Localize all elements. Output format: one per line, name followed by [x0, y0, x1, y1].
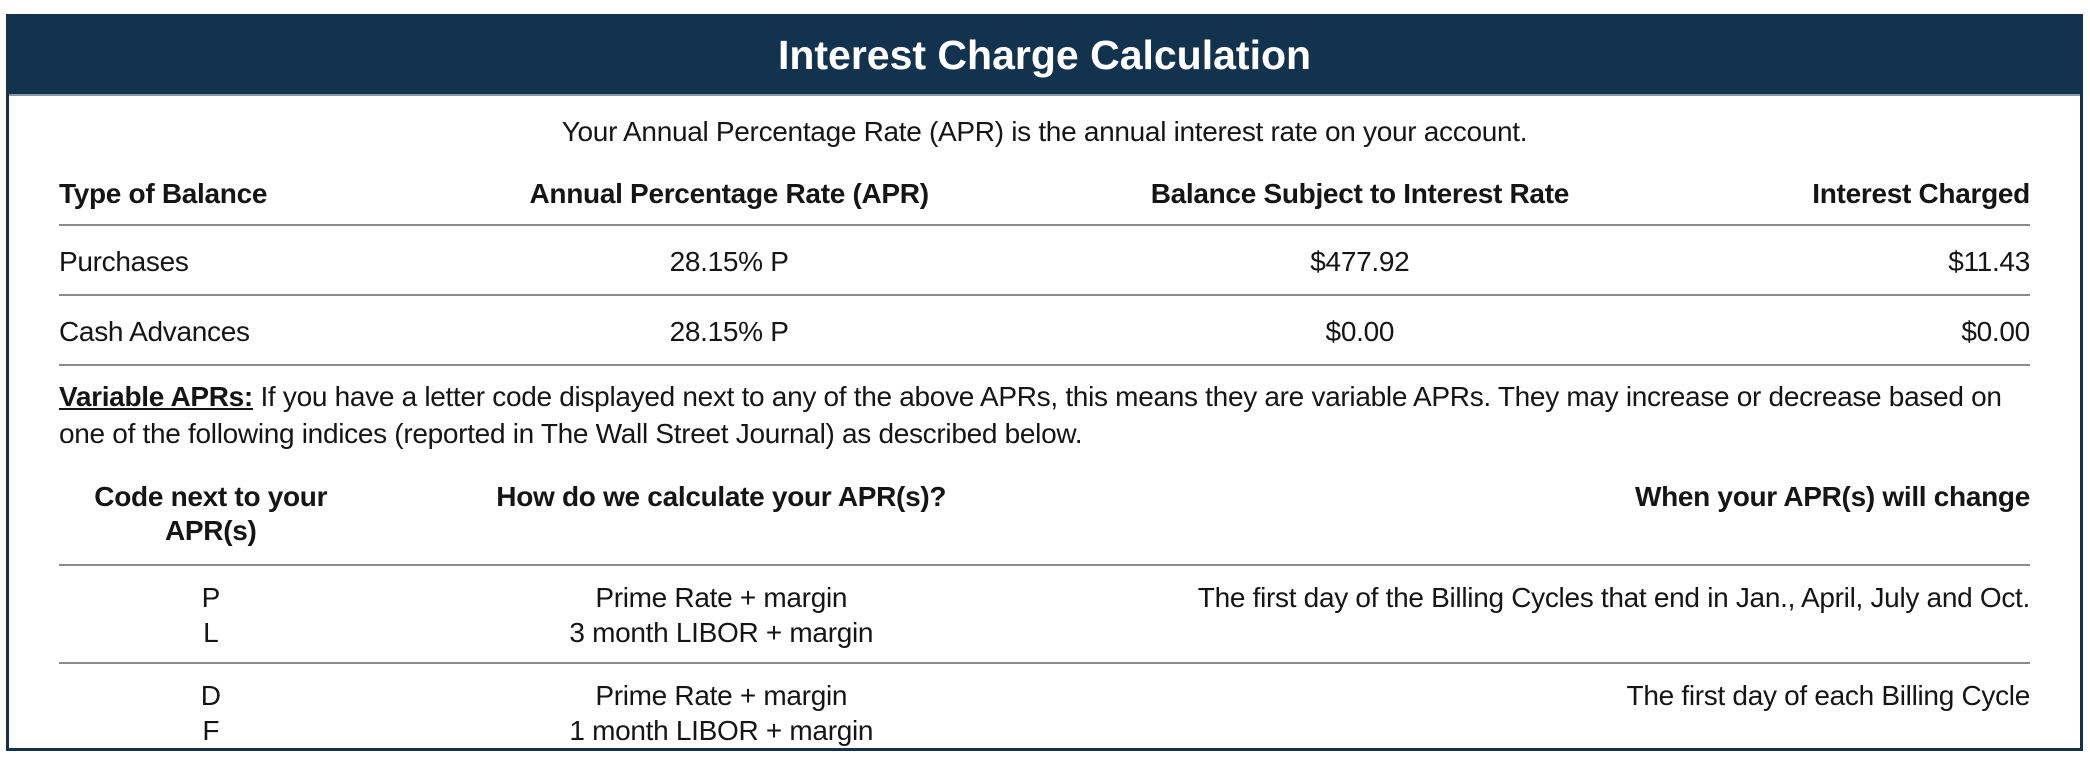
- column-header-interest-charged: Interest Charged: [1812, 178, 2030, 209]
- page-title: Interest Charge Calculation: [777, 32, 1312, 78]
- when-change-cell: The first day of each Billing Cycle: [1626, 680, 2031, 711]
- divider: [59, 564, 2030, 566]
- column-header-balance-subject: Balance Subject to Interest Rate: [1150, 178, 1570, 209]
- balance-row-type-cell: Purchases: [59, 246, 189, 277]
- balance-row-interest-cell: $11.43: [1948, 246, 2030, 277]
- code-cell: P L: [59, 566, 363, 662]
- code-value: L: [203, 617, 219, 648]
- calculation-cell: Prime Rate + margin 1 month LIBOR + marg…: [363, 664, 1080, 748]
- calculation-value: Prime Rate + margin: [595, 582, 848, 613]
- variable-aprs-note: Variable APRs: If you have a letter code…: [59, 378, 2030, 452]
- card-header-bar: Interest Charge Calculation: [9, 17, 2080, 96]
- when-change-cell: The first day of the Billing Cycles that…: [1197, 582, 2031, 613]
- code-value: F: [202, 715, 220, 746]
- codes-table: Code next to your APR(s) How do we calcu…: [59, 458, 2031, 748]
- calculation-value: 3 month LIBOR + margin: [569, 617, 874, 648]
- balance-row-apr-cell: 28.15% P: [669, 316, 789, 347]
- intro-text: Your Annual Percentage Rate (APR) is the…: [561, 116, 1528, 147]
- card-content: Your Annual Percentage Rate (APR) is the…: [9, 116, 2080, 748]
- calculation-cell: Prime Rate + margin 3 month LIBOR + marg…: [363, 566, 1080, 662]
- variable-aprs-text: If you have a letter code displayed next…: [59, 381, 2002, 449]
- balance-row-interest-cell: $0.00: [1961, 316, 2030, 347]
- column-header-code: Code next to your APR(s): [94, 481, 328, 546]
- column-header-apr: Annual Percentage Rate (APR): [529, 178, 930, 209]
- interest-charge-card: Interest Charge Calculation Your Annual …: [6, 14, 2083, 751]
- column-header-type-of-balance: Type of Balance: [59, 178, 268, 209]
- balance-row-balance-cell: $0.00: [1325, 316, 1395, 347]
- divider: [59, 294, 2030, 296]
- code-value: D: [200, 680, 221, 711]
- code-value: P: [201, 582, 221, 613]
- balance-row-apr-cell: 28.15% P: [669, 246, 789, 277]
- balance-row-type-cell: Cash Advances: [59, 316, 250, 347]
- balance-row-balance-cell: $477.92: [1310, 246, 1410, 277]
- variable-aprs-label: Variable APRs:: [59, 381, 253, 412]
- code-cell: D F: [59, 664, 363, 748]
- calculation-value: 1 month LIBOR + margin: [569, 715, 874, 746]
- column-header-when-change: When your APR(s) will change: [1634, 481, 2030, 512]
- divider: [59, 364, 2030, 366]
- calculation-value: Prime Rate + margin: [595, 680, 848, 711]
- divider: [59, 662, 2030, 664]
- column-header-calculation: How do we calculate your APR(s)?: [496, 481, 947, 512]
- balance-table: Type of Balance Annual Percentage Rate (…: [59, 178, 2030, 366]
- divider: [59, 224, 2030, 226]
